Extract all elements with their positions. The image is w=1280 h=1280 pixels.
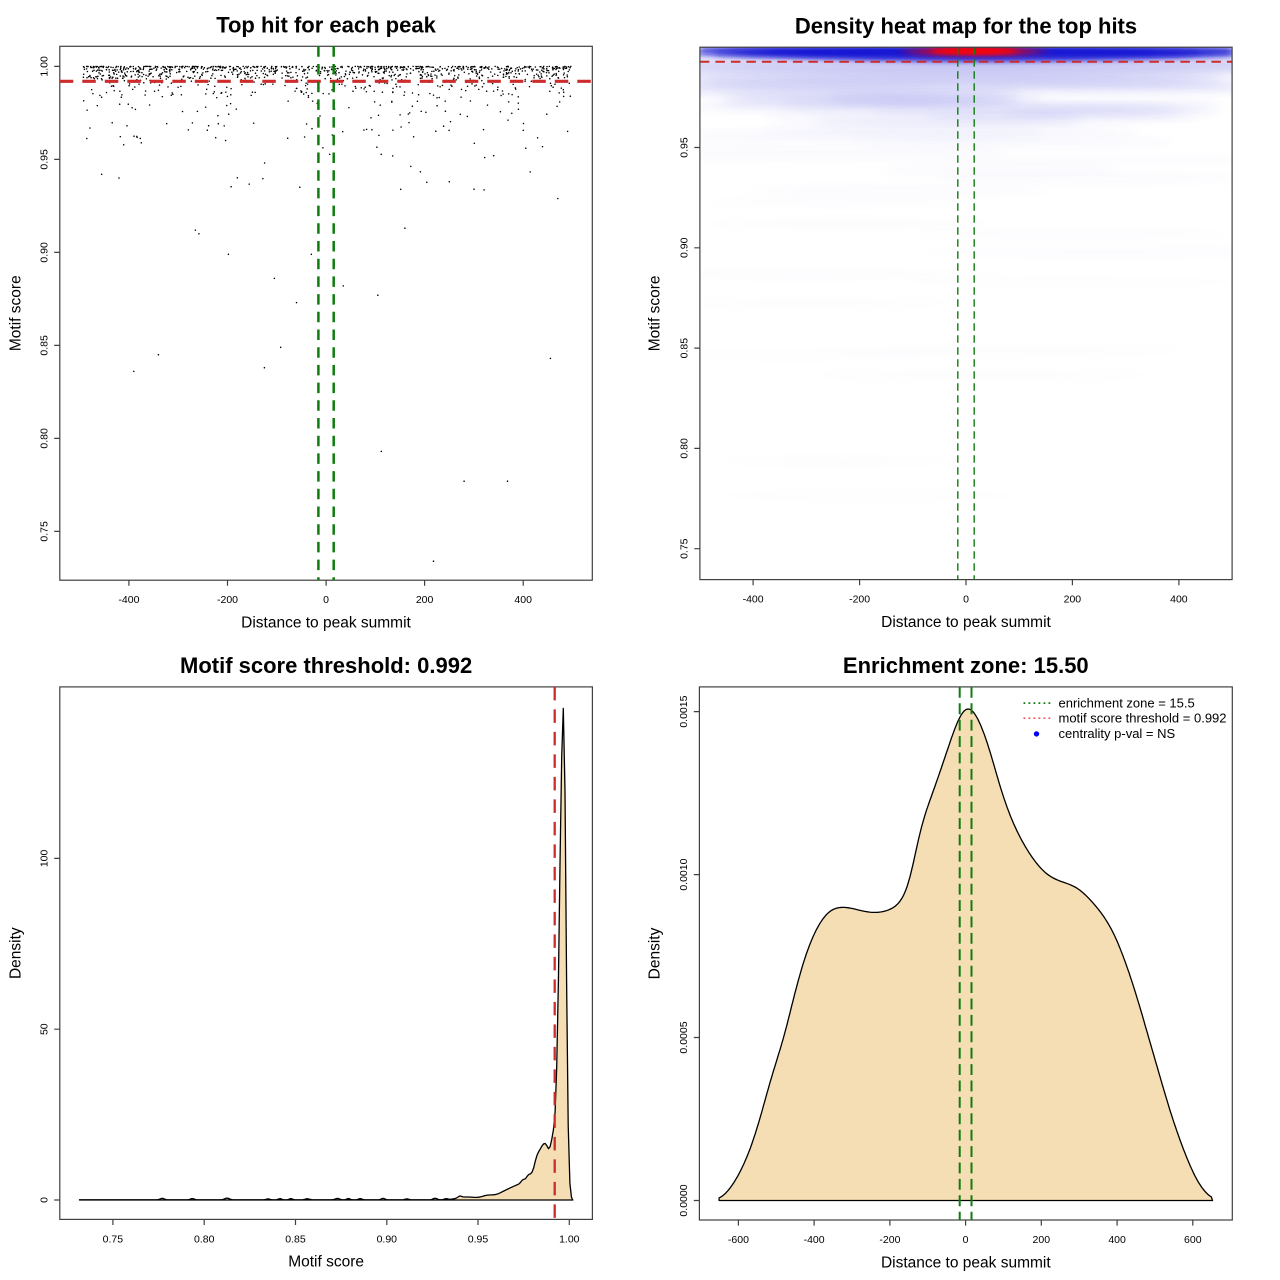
- svg-text:0.90: 0.90: [679, 237, 691, 258]
- svg-text:Motif score: Motif score: [647, 275, 664, 351]
- svg-text:Motif score: Motif score: [8, 275, 25, 351]
- svg-text:1.00: 1.00: [39, 56, 51, 77]
- svg-text:Distance to peak summit: Distance to peak summit: [881, 1254, 1051, 1271]
- svg-text:-200: -200: [849, 594, 870, 606]
- svg-text:-200: -200: [217, 594, 238, 606]
- svg-text:Density: Density: [8, 927, 25, 979]
- svg-text:Distance to peak summit: Distance to peak summit: [241, 615, 411, 632]
- svg-text:200: 200: [1064, 594, 1082, 606]
- svg-text:0.75: 0.75: [39, 521, 51, 542]
- svg-text:0.85: 0.85: [285, 1233, 306, 1245]
- svg-text:motif score threshold = 0.992: motif score threshold = 0.992: [1059, 711, 1227, 726]
- svg-text:Distance to peak summit: Distance to peak summit: [881, 614, 1051, 631]
- svg-text:50: 50: [39, 1023, 51, 1035]
- svg-text:Density: Density: [647, 927, 664, 979]
- svg-text:400: 400: [1108, 1234, 1126, 1246]
- svg-text:600: 600: [1184, 1234, 1202, 1246]
- svg-text:0: 0: [39, 1197, 51, 1203]
- svg-text:-400: -400: [118, 594, 139, 606]
- svg-text:400: 400: [514, 594, 532, 606]
- svg-text:0.95: 0.95: [39, 149, 51, 170]
- svg-text:-400: -400: [804, 1234, 825, 1246]
- svg-text:0.80: 0.80: [39, 428, 51, 449]
- svg-text:0: 0: [323, 594, 329, 606]
- svg-text:0: 0: [963, 594, 969, 606]
- svg-text:Top hit for each peak: Top hit for each peak: [216, 13, 436, 38]
- svg-text:0.75: 0.75: [103, 1233, 124, 1245]
- svg-text:0.95: 0.95: [679, 137, 691, 158]
- svg-text:0.90: 0.90: [39, 242, 51, 263]
- svg-text:0.0015: 0.0015: [678, 695, 690, 727]
- svg-text:0.80: 0.80: [194, 1233, 215, 1245]
- svg-text:Motif score: Motif score: [288, 1254, 364, 1271]
- svg-text:0.90: 0.90: [377, 1233, 398, 1245]
- svg-text:0: 0: [963, 1234, 969, 1246]
- svg-text:100: 100: [39, 849, 51, 867]
- svg-text:-400: -400: [743, 594, 764, 606]
- svg-text:0.0005: 0.0005: [678, 1021, 690, 1053]
- svg-text:0.95: 0.95: [468, 1233, 489, 1245]
- svg-text:centrality p-val = NS: centrality p-val = NS: [1059, 726, 1176, 741]
- svg-text:Motif score threshold: 0.992: Motif score threshold: 0.992: [180, 653, 472, 678]
- svg-text:enrichment zone = 15.5: enrichment zone = 15.5: [1059, 696, 1195, 711]
- svg-text:-200: -200: [879, 1234, 900, 1246]
- svg-text:0.85: 0.85: [39, 335, 51, 356]
- svg-text:0.0000: 0.0000: [678, 1184, 690, 1216]
- svg-text:1.00: 1.00: [559, 1233, 580, 1245]
- svg-text:200: 200: [416, 594, 434, 606]
- svg-text:Enrichment zone: 15.50: Enrichment zone: 15.50: [843, 653, 1089, 678]
- svg-text:0.80: 0.80: [679, 438, 691, 459]
- svg-text:400: 400: [1170, 594, 1188, 606]
- svg-text:0.85: 0.85: [679, 338, 691, 359]
- svg-text:0.0010: 0.0010: [678, 858, 690, 890]
- svg-text:0.75: 0.75: [679, 538, 691, 559]
- svg-text:-600: -600: [728, 1234, 749, 1246]
- svg-text:200: 200: [1033, 1234, 1051, 1246]
- svg-text:Density heat map for the top h: Density heat map for the top hits: [795, 14, 1137, 39]
